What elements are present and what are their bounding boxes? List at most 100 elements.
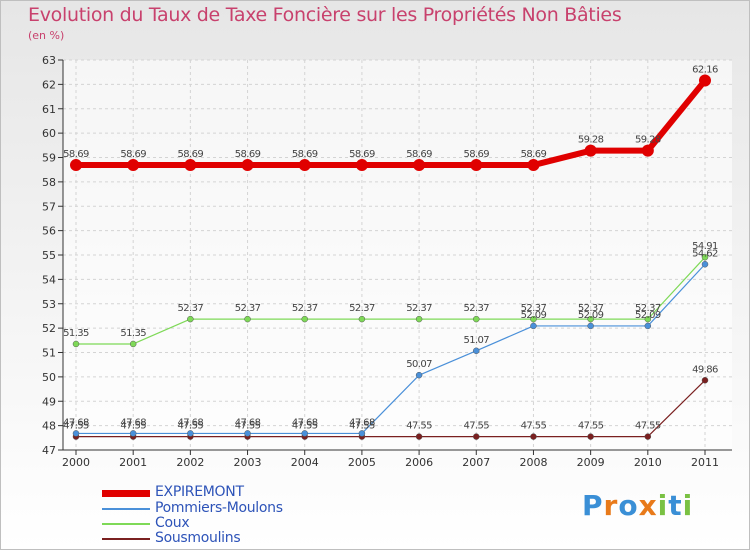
data-point: [530, 322, 537, 330]
x-tick-label: 2004: [291, 456, 319, 469]
data-point: [358, 315, 366, 323]
data-point: [473, 315, 480, 323]
data-point: [244, 315, 251, 323]
x-tick-label: 2009: [577, 456, 605, 469]
legend-swatch: [102, 538, 150, 540]
data-point: [644, 433, 652, 440]
data-label: 47.68: [349, 417, 375, 428]
plot-area: [63, 60, 732, 450]
legend-swatch: [102, 523, 150, 525]
chart-title: Evolution du Taux de Taxe Foncière sur l…: [28, 4, 622, 26]
x-tick-label: 2010: [634, 456, 662, 469]
data-point: [187, 430, 194, 437]
data-point: [470, 159, 483, 172]
data-point: [701, 253, 709, 261]
data-point: [644, 322, 652, 330]
legend-label: EXPIREMONT: [155, 484, 244, 500]
data-label: 51.07: [463, 335, 489, 346]
data-point: [301, 315, 308, 323]
data-label: 59.28: [635, 135, 661, 146]
data-label: 54.62: [692, 248, 718, 259]
data-label: 52.37: [178, 303, 204, 314]
data-label: 52.09: [578, 310, 604, 321]
data-label: 52.09: [521, 310, 547, 321]
x-tick-label: 2000: [62, 456, 90, 469]
logo-letter: t: [668, 489, 683, 522]
y-tick-label: 52: [42, 322, 56, 335]
data-label: 58.69: [406, 149, 432, 160]
data-label: 52.09: [635, 310, 661, 321]
data-label: 52.37: [635, 303, 661, 314]
legend-label: Coux: [155, 515, 190, 531]
data-point: [72, 430, 80, 437]
data-point: [587, 315, 594, 323]
data-label: 52.37: [578, 303, 604, 314]
data-label: 47.68: [63, 417, 89, 428]
legend-label: Sousmoulins: [155, 530, 241, 546]
data-point: [184, 159, 197, 172]
data-label: 47.55: [235, 421, 261, 432]
data-point: [699, 74, 711, 87]
series-line-coux: [75, 256, 706, 345]
y-tick-label: 61: [42, 103, 56, 116]
data-point: [298, 159, 311, 172]
data-label: 58.69: [349, 149, 375, 160]
data-point: [530, 315, 537, 323]
data-label: 47.55: [349, 421, 375, 432]
logo-letter: i: [657, 489, 669, 522]
data-point: [701, 377, 709, 384]
data-label: 47.55: [521, 421, 547, 432]
y-tick-label: 55: [42, 249, 56, 262]
data-label: 47.55: [578, 421, 604, 432]
data-point: [70, 159, 82, 172]
data-label: 52.37: [235, 303, 261, 314]
data-point: [129, 340, 137, 348]
x-tick-label: 2006: [405, 456, 433, 469]
data-label: 47.55: [178, 421, 204, 432]
data-label: 47.55: [120, 421, 146, 432]
data-label: 52.37: [463, 303, 489, 314]
data-point: [701, 261, 709, 268]
data-point: [244, 430, 251, 437]
data-point: [301, 430, 308, 437]
x-tick-label: 2008: [519, 456, 547, 469]
y-tick-label: 56: [42, 225, 56, 238]
x-tick-label: 2003: [234, 456, 262, 469]
y-tick-label: 57: [42, 200, 56, 213]
data-point: [415, 315, 423, 323]
data-label: 52.37: [292, 303, 318, 314]
data-label: 51.35: [63, 328, 89, 339]
data-label: 58.69: [292, 149, 318, 160]
data-label: 51.35: [120, 328, 146, 339]
data-label: 54.91: [692, 241, 718, 252]
data-label: 47.68: [292, 417, 318, 428]
legend-swatch: [102, 508, 150, 510]
logo-letter: o: [618, 489, 639, 522]
data-label: 47.68: [120, 417, 146, 428]
y-tick-label: 63: [42, 54, 56, 67]
logo-letter: P: [582, 489, 604, 522]
data-label: 52.37: [349, 303, 375, 314]
data-label: 49.86: [692, 364, 718, 375]
data-point: [587, 433, 594, 440]
data-label: 58.69: [521, 149, 547, 160]
data-label: 47.68: [235, 417, 261, 428]
legend-swatch: [102, 489, 150, 497]
y-tick-label: 53: [42, 298, 56, 311]
data-label: 50.07: [406, 359, 432, 370]
x-tick-label: 2007: [462, 456, 490, 469]
y-axis-unit: (en %): [28, 29, 65, 42]
data-label: 58.69: [235, 149, 261, 160]
y-tick-label: 51: [42, 347, 56, 360]
series-line-pommiers-moulons: [75, 263, 706, 435]
data-point: [584, 144, 597, 157]
data-label: 47.55: [292, 421, 318, 432]
data-label: 58.69: [63, 149, 89, 160]
proxiti-logo: Proxiti: [582, 489, 693, 522]
legend-label: Pommiers-Moulons: [155, 500, 283, 516]
x-tick-label: 2001: [119, 456, 147, 469]
series-line-expiremont: [73, 77, 708, 169]
data-label: 58.69: [178, 149, 204, 160]
data-point: [530, 433, 537, 440]
